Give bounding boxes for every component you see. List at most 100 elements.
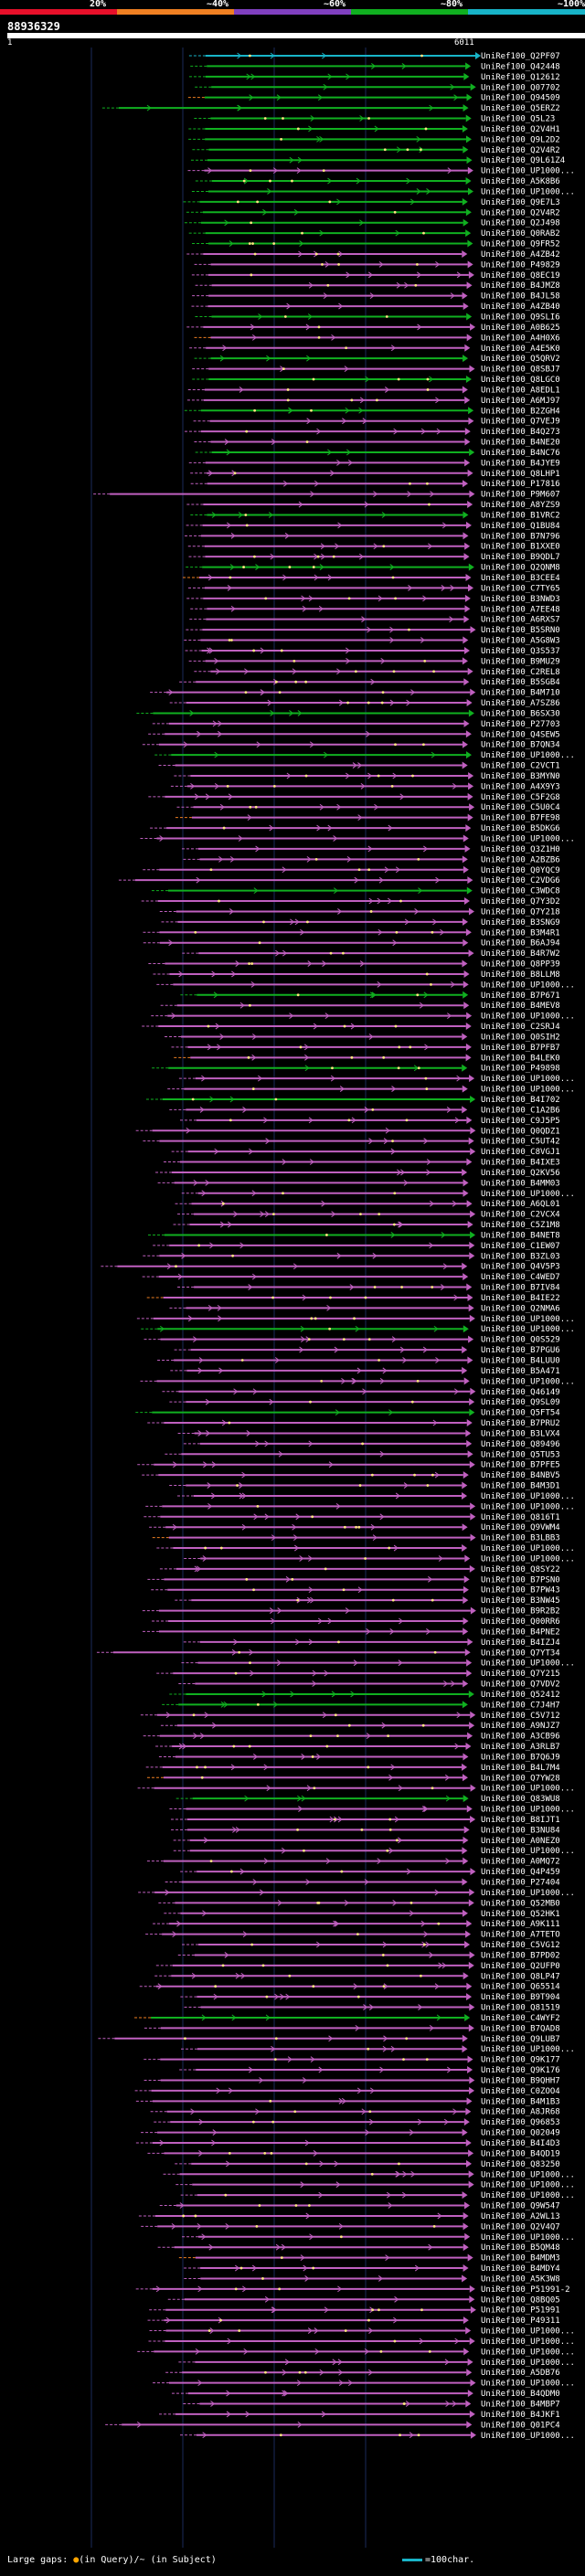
hit-label[interactable]: UniRef100_Q9SL09: [481, 1398, 560, 1407]
hit-label[interactable]: UniRef100_Q46149: [481, 1388, 560, 1397]
hit-label[interactable]: UniRef100_Q8SBJ7: [481, 366, 560, 375]
hit-label[interactable]: UniRef100_Q0SIH2: [481, 1033, 560, 1042]
hit-label[interactable]: UniRef100_Q0QDZ1: [481, 1127, 560, 1136]
hit-label[interactable]: UniRef100_A5DB76: [481, 2369, 560, 2378]
hit-label[interactable]: UniRef100_C5F2G8: [481, 793, 560, 802]
hit-label[interactable]: UniRef100_B4R7W2: [481, 949, 560, 959]
hit-label[interactable]: UniRef100_Q2V4H1: [481, 125, 560, 134]
hit-label[interactable]: UniRef100_Q8LHP1: [481, 470, 560, 479]
hit-label[interactable]: UniRef100_B1XXE0: [481, 543, 560, 552]
hit-label[interactable]: UniRef100_Q7Y215: [481, 1670, 560, 1679]
hit-label[interactable]: UniRef100_Q65514: [481, 1983, 560, 1992]
hit-label[interactable]: UniRef100_UP1000...: [481, 2045, 575, 2054]
hit-label[interactable]: UniRef100_Q52412: [481, 1691, 560, 1700]
hit-label[interactable]: UniRef100_B3NW45: [481, 1596, 560, 1606]
hit-label[interactable]: UniRef100_A5K3W8: [481, 2274, 560, 2284]
hit-label[interactable]: UniRef100_Q01PC4: [481, 2421, 560, 2430]
hit-label[interactable]: UniRef100_Q7YW28: [481, 1774, 560, 1783]
hit-label[interactable]: UniRef100_B4JYE9: [481, 459, 560, 468]
hit-label[interactable]: UniRef100_B3MYN0: [481, 772, 560, 781]
hit-label[interactable]: UniRef100_B2ZGH4: [481, 407, 560, 416]
hit-label[interactable]: UniRef100_Q5L23: [481, 115, 555, 124]
hit-label[interactable]: UniRef100_B3LVX4: [481, 1429, 560, 1438]
hit-label[interactable]: UniRef100_B4L7M4: [481, 1764, 560, 1773]
hit-label[interactable]: UniRef100_Q07702: [481, 83, 560, 92]
hit-label[interactable]: UniRef100_Q02049: [481, 2129, 560, 2138]
hit-label[interactable]: UniRef100_Q83250: [481, 2160, 560, 2169]
hit-label[interactable]: UniRef100_B3ZL03: [481, 1252, 560, 1261]
hit-label[interactable]: UniRef100_UP1000...: [481, 1785, 575, 1794]
hit-label[interactable]: UniRef100_Q42448: [481, 62, 560, 71]
hit-label[interactable]: UniRef100_Q7Y218: [481, 907, 560, 917]
hit-label[interactable]: UniRef100_UP1000...: [481, 1086, 575, 1095]
hit-label[interactable]: UniRef100_UP1000...: [481, 187, 575, 196]
hit-label[interactable]: UniRef100_Q96853: [481, 2118, 560, 2127]
hit-label[interactable]: UniRef100_Q81519: [481, 2004, 560, 2013]
hit-label[interactable]: UniRef100_Q0RAB2: [481, 229, 560, 239]
hit-label[interactable]: UniRef100_B4JL58: [481, 292, 560, 302]
hit-label[interactable]: UniRef100_P9M607: [481, 491, 560, 500]
hit-label[interactable]: UniRef100_UP1000...: [481, 1377, 575, 1386]
hit-label[interactable]: UniRef100_B4IZJ4: [481, 1638, 560, 1648]
hit-label[interactable]: UniRef100_Q0S529: [481, 1336, 560, 1345]
hit-label[interactable]: UniRef100_B6SX30: [481, 709, 560, 718]
hit-label[interactable]: UniRef100_B9QDL7: [481, 553, 560, 562]
hit-label[interactable]: UniRef100_B5A471: [481, 1367, 560, 1376]
hit-label[interactable]: UniRef100_Q7VEJ9: [481, 418, 560, 427]
hit-label[interactable]: UniRef100_UP1000...: [481, 2359, 575, 2368]
hit-label[interactable]: UniRef100_B7QAD8: [481, 2024, 560, 2033]
hit-label[interactable]: UniRef100_Q9K177: [481, 2056, 560, 2065]
hit-label[interactable]: UniRef100_B9MU29: [481, 657, 560, 666]
hit-label[interactable]: UniRef100_C2VCX4: [481, 1211, 560, 1220]
hit-label[interactable]: UniRef100_B7P671: [481, 991, 560, 1001]
hit-label[interactable]: UniRef100_C2SRJ4: [481, 1023, 560, 1032]
hit-label[interactable]: UniRef100_Q2KV56: [481, 1169, 560, 1178]
hit-label[interactable]: UniRef100_B4NET8: [481, 1231, 560, 1240]
hit-label[interactable]: UniRef100_C0ZOO4: [481, 2087, 560, 2096]
hit-label[interactable]: UniRef100_B5SRN0: [481, 626, 560, 635]
hit-label[interactable]: UniRef100_P27703: [481, 720, 560, 729]
hit-label[interactable]: UniRef100_A5K8B6: [481, 177, 560, 186]
hit-label[interactable]: UniRef100_B4NE20: [481, 439, 560, 448]
hit-label[interactable]: UniRef100_A8YZS9: [481, 501, 560, 510]
hit-label[interactable]: UniRef100_Q3S537: [481, 647, 560, 656]
hit-label[interactable]: UniRef100_C5VG12: [481, 1941, 560, 1950]
hit-label[interactable]: UniRef100_Q9K176: [481, 2066, 560, 2075]
hit-label[interactable]: UniRef100_Q9W547: [481, 2202, 560, 2211]
hit-label[interactable]: UniRef100_A5G8W3: [481, 637, 560, 646]
hit-label[interactable]: UniRef100_Q9L61Z4: [481, 156, 565, 165]
hit-label[interactable]: UniRef100_C5UT42: [481, 1138, 560, 1147]
hit-label[interactable]: UniRef100_B7PRU2: [481, 1419, 560, 1428]
hit-label[interactable]: UniRef100_B7PSN0: [481, 1575, 560, 1585]
hit-label[interactable]: UniRef100_P49898: [481, 1065, 560, 1074]
hit-label[interactable]: UniRef100_Q2V4Q7: [481, 2222, 560, 2231]
hit-label[interactable]: UniRef100_P17816: [481, 480, 560, 489]
hit-label[interactable]: UniRef100_UP1000...: [481, 1325, 575, 1334]
hit-label[interactable]: UniRef100_Q83WU8: [481, 1795, 560, 1804]
hit-label[interactable]: UniRef100_UP1000...: [481, 1075, 575, 1084]
hit-label[interactable]: UniRef100_B7QN34: [481, 741, 560, 750]
hit-label[interactable]: UniRef100_UP1000...: [481, 1554, 575, 1564]
hit-label[interactable]: UniRef100_C8VGJ1: [481, 1148, 560, 1157]
hit-label[interactable]: UniRef100_Q2PF07: [481, 52, 560, 61]
hit-label[interactable]: UniRef100_C4WYF2: [481, 2014, 560, 2023]
hit-label[interactable]: UniRef100_B7PD02: [481, 1951, 560, 1960]
hit-label[interactable]: UniRef100_A3CB96: [481, 1733, 560, 1742]
hit-label[interactable]: UniRef100_Q5TU53: [481, 1450, 560, 1459]
hit-label[interactable]: UniRef100_P49311: [481, 2316, 560, 2326]
hit-label[interactable]: UniRef100_A6QL01: [481, 1200, 560, 1209]
hit-label[interactable]: UniRef100_UP1000...: [481, 1190, 575, 1199]
hit-label[interactable]: UniRef100_C5U0C4: [481, 803, 560, 812]
hit-label[interactable]: UniRef100_Q94509: [481, 94, 560, 103]
hit-label[interactable]: UniRef100_Q00RR6: [481, 1617, 560, 1627]
hit-label[interactable]: UniRef100_B3NWD3: [481, 595, 560, 604]
hit-label[interactable]: UniRef100_A7SZ86: [481, 699, 560, 708]
hit-label[interactable]: UniRef100_B3LBB3: [481, 1534, 560, 1543]
hit-label[interactable]: UniRef100_C2VCT1: [481, 762, 560, 771]
hit-label[interactable]: UniRef100_UP1000...: [481, 1847, 575, 1856]
hit-label[interactable]: UniRef100_UP1000...: [481, 167, 575, 176]
hit-label[interactable]: UniRef100_A4ZB42: [481, 250, 560, 260]
hit-label[interactable]: UniRef100_Q52MB0: [481, 1899, 560, 1908]
hit-label[interactable]: UniRef100_Q8LP47: [481, 1972, 560, 1981]
hit-label[interactable]: UniRef100_C7J4H7: [481, 1701, 560, 1710]
